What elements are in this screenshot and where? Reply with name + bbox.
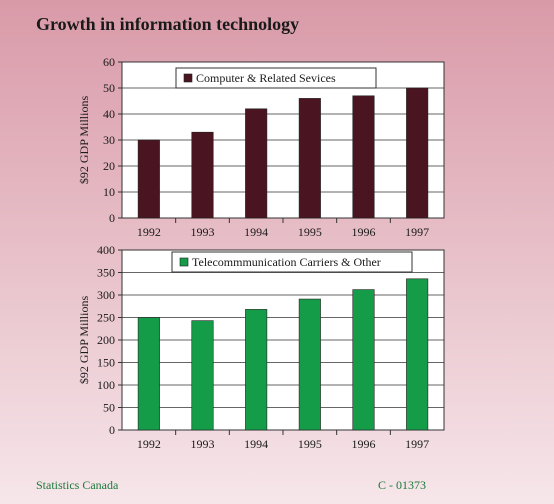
chart-1-legend-box	[171, 251, 413, 273]
chart-0-x-tick-label: 1993	[191, 225, 215, 239]
chart-0-y-tick-label: 30	[103, 133, 115, 147]
chart-1-y-tick-label: 100	[97, 378, 115, 392]
chart-1-bar	[406, 278, 429, 431]
chart-1-legend-label: Telecommmunication Carriers & Other	[192, 255, 381, 269]
chart-0-bar	[298, 98, 321, 219]
chart-0-y-tick-label: 40	[103, 107, 115, 121]
chart-code: C - 01373	[378, 478, 426, 492]
chart-1-y-tick-label: 50	[103, 401, 115, 415]
chart-0-bar	[245, 108, 268, 219]
chart-1-bar	[191, 320, 214, 431]
chart-1-y-tick-label: 150	[97, 356, 115, 370]
chart-0-bar	[352, 95, 375, 219]
chart-0-legend-box	[175, 67, 377, 89]
chart-1-x-tick-label: 1996	[352, 437, 376, 451]
chart-0-x-tick-label: 1996	[352, 225, 376, 239]
chart-1-x-tick-label: 1993	[191, 437, 215, 451]
chart-1-y-tick-label: 250	[97, 311, 115, 325]
chart-0-legend-label: Computer & Related Sevices	[196, 71, 336, 85]
chart-0-y-tick-label: 50	[103, 81, 115, 95]
chart-1-x-tick-label: 1997	[405, 437, 429, 451]
chart-1-bar	[298, 298, 321, 431]
chart-1-y-tick-label: 200	[97, 333, 115, 347]
chart-1-legend-swatch	[179, 257, 189, 267]
chart-1-y-tick-label: 0	[109, 423, 115, 437]
chart-1-x-tick-label: 1992	[137, 437, 161, 451]
chart-0-bar	[191, 131, 214, 219]
chart-1-bar	[352, 289, 375, 431]
chart-0-x-tick-label: 1995	[298, 225, 322, 239]
chart-0-x-tick-label: 1994	[244, 225, 268, 239]
chart-1-bar	[137, 317, 160, 431]
chart-0-y-tick-label: 60	[103, 55, 115, 69]
chart-1-y-tick-label: 400	[97, 243, 115, 257]
chart-0-y-tick-label: 10	[103, 185, 115, 199]
chart-0-legend-swatch	[183, 73, 193, 83]
chart-0-bar	[406, 87, 429, 219]
chart-0-y-tick-label: 20	[103, 159, 115, 173]
chart-1-x-tick-label: 1995	[298, 437, 322, 451]
chart-1-bar	[245, 309, 268, 431]
chart-0-y-axis-label: $92 GDP Millions	[77, 96, 91, 185]
chart-1-y-tick-label: 350	[97, 266, 115, 280]
chart-1-x-tick-label: 1994	[244, 437, 268, 451]
page-title: Growth in information technology	[36, 14, 300, 34]
source-label: Statistics Canada	[36, 478, 119, 492]
chart-1-y-axis-label: $92 GDP Millions	[77, 296, 91, 385]
chart-0-bar	[137, 139, 160, 219]
chart-0-x-tick-label: 1992	[137, 225, 161, 239]
chart-0-y-tick-label: 0	[109, 211, 115, 225]
chart-1-y-tick-label: 300	[97, 288, 115, 302]
chart-0-x-tick-label: 1997	[405, 225, 429, 239]
